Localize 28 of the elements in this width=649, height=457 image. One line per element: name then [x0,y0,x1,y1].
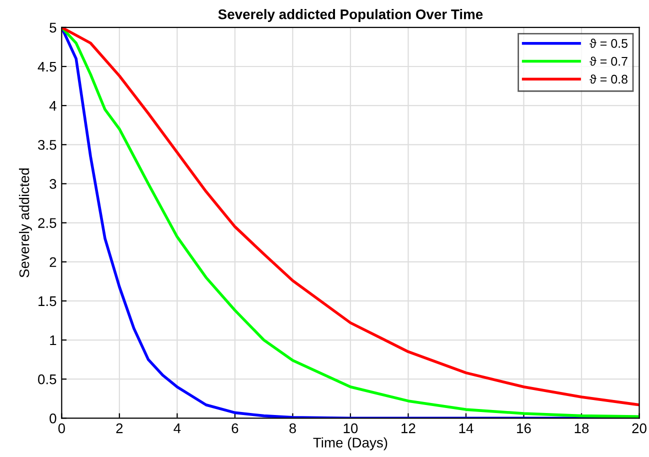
x-tick-label: 0 [58,423,65,434]
x-tick-label: 8 [289,423,296,434]
x-tick-label: 10 [344,423,358,434]
x-tick-label: 12 [402,423,416,434]
x-tick-label: 14 [459,424,474,434]
x-tick-label: 2 [116,423,123,434]
y-tick-label: 3.5 [38,140,56,150]
y-tick-label: 1.5 [38,296,56,306]
x-tick-label: 18 [574,423,589,434]
x-tick-label: 16 [517,423,531,434]
y-tick-label: 5 [50,22,56,33]
y-tick-label: 3 [50,179,56,189]
x-axis-title: Time (Days) [313,437,388,450]
legend-label: ϑ = 0.5 [590,38,628,48]
y-tick-label: 2 [50,257,56,267]
x-tick-label: 4 [174,424,181,434]
y-tick-label: 4.5 [38,62,56,72]
legend-label: ϑ = 0.8 [590,74,628,84]
y-tick-label: 0 [50,413,56,424]
legend-label: ϑ = 0.7 [590,56,628,66]
x-tick-label: 20 [632,423,646,434]
y-tick-label: 4 [49,101,56,111]
chart-title: Severely addicted Population Over Time [218,9,483,22]
x-tick-label: 6 [232,423,238,434]
y-tick-label: 2.5 [38,218,56,228]
y-tick-label: 1 [50,335,56,346]
y-tick-label: 0.5 [38,374,56,384]
y-axis-title: Severely addicted [18,168,32,278]
